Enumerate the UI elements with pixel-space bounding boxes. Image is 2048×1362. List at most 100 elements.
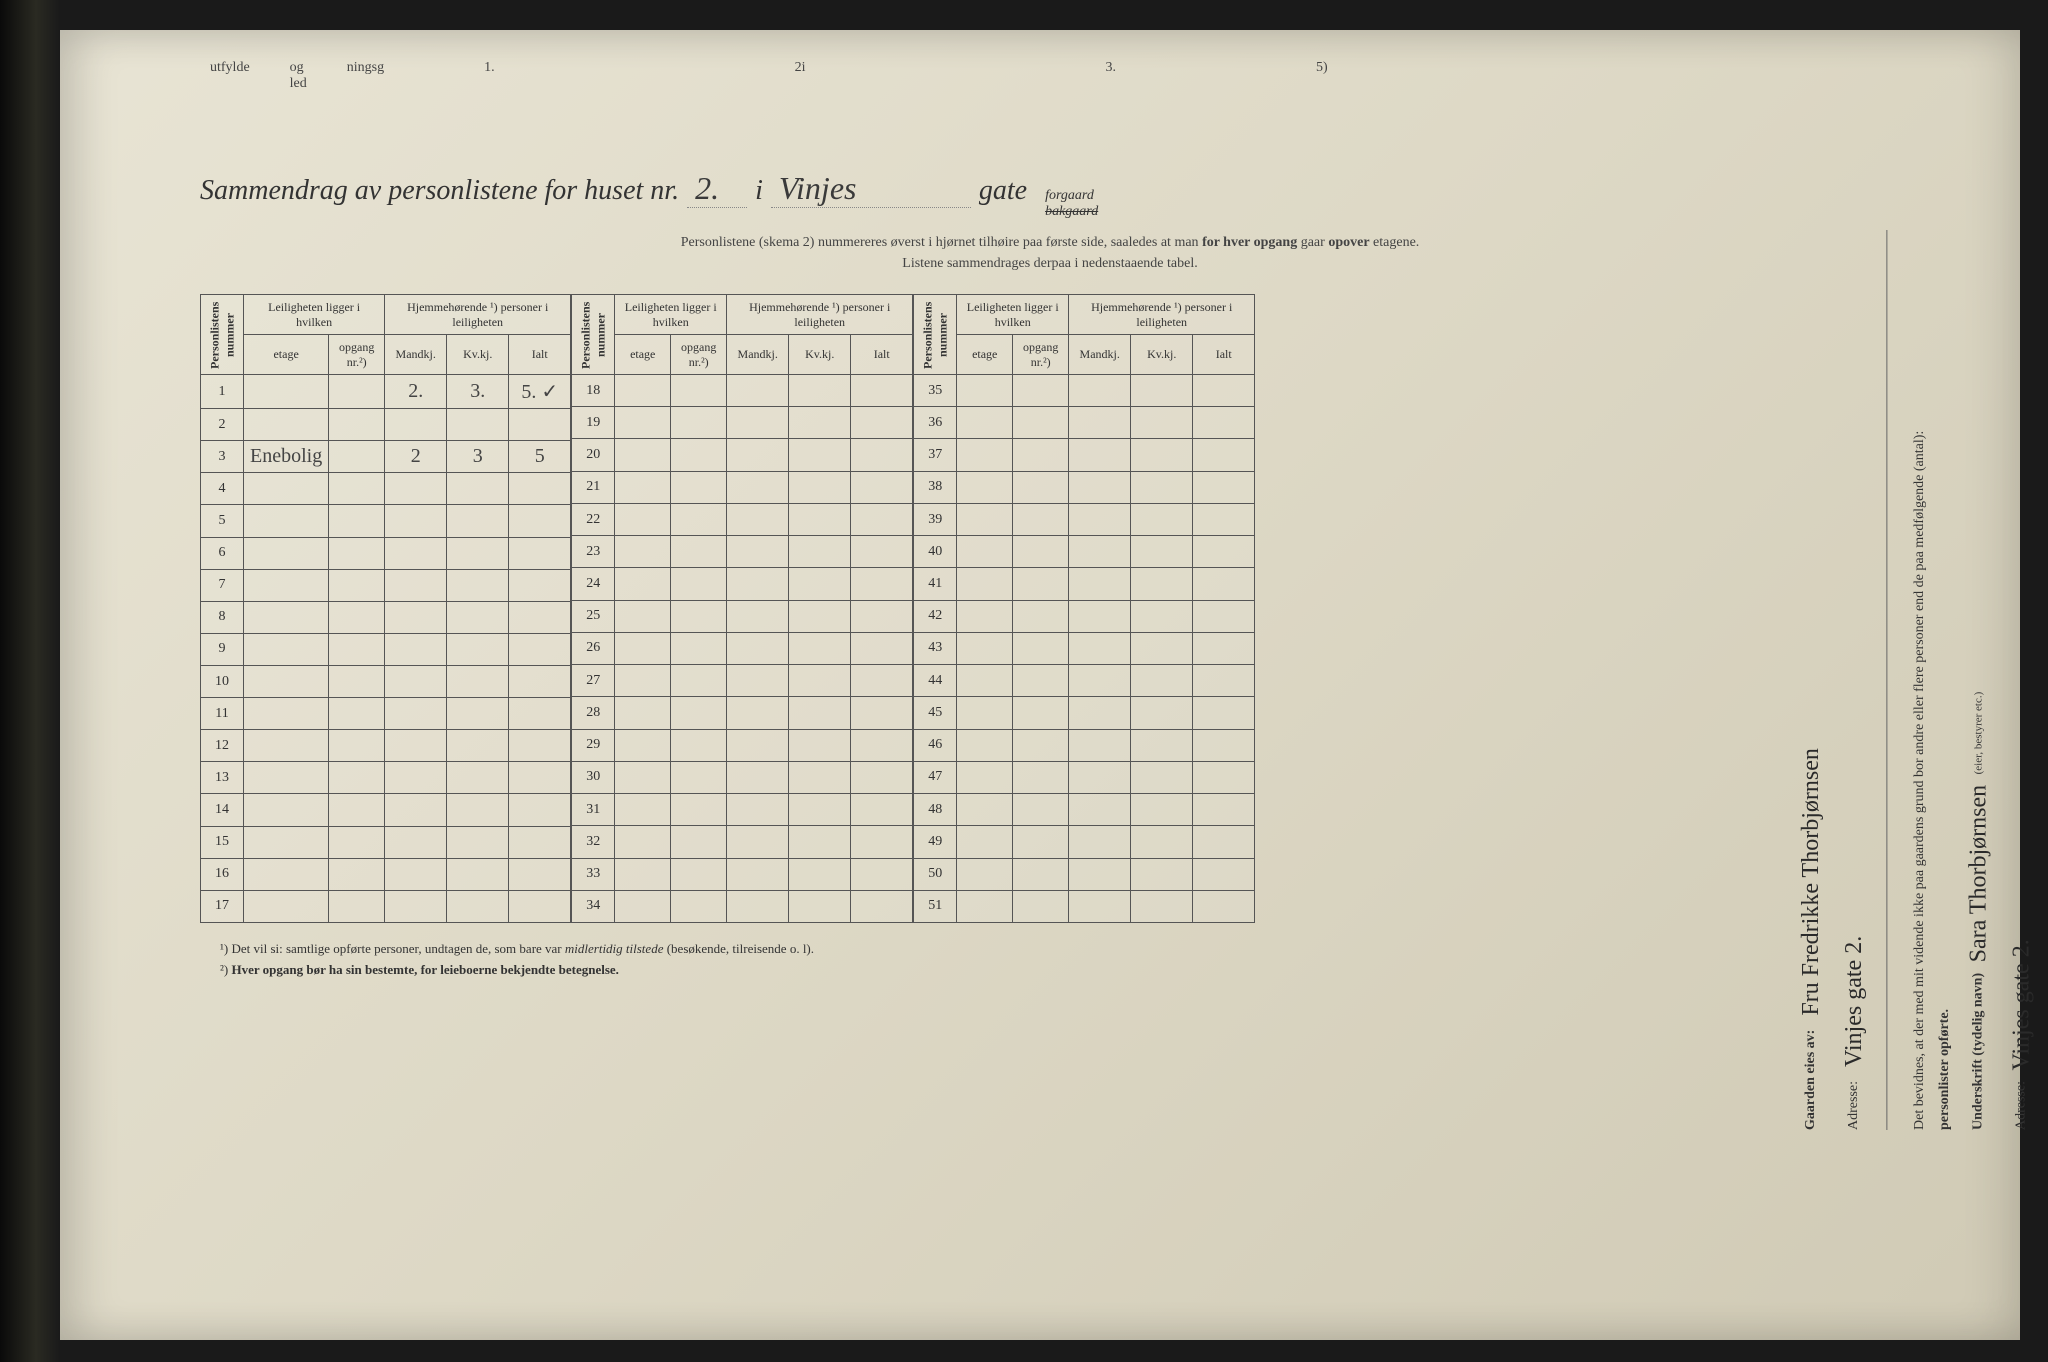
footnotes: ¹) Det vil si: samtlige opførte personer… <box>220 939 1960 981</box>
table-row: 39 <box>914 503 1255 535</box>
table-cell <box>385 601 447 633</box>
table-row: 18 <box>572 375 913 407</box>
table-cell <box>615 600 671 632</box>
table-cell <box>1013 375 1069 407</box>
table-cell <box>789 407 851 439</box>
table-cell <box>789 568 851 600</box>
table-cell <box>244 375 329 409</box>
adresse2-label: Adresse: <box>2014 1081 2029 1130</box>
table-cell <box>1069 471 1131 503</box>
col-etage: etage <box>615 335 671 375</box>
table-cell: 2 <box>201 409 244 441</box>
personlister-text: personlister opførte. <box>1938 1009 1953 1130</box>
table-cell <box>789 632 851 664</box>
table-cell <box>789 503 851 535</box>
table-row: 5 <box>201 505 571 537</box>
table-block-2: Personlistens nummer Leiligheten ligger … <box>571 294 913 923</box>
table-cell <box>851 858 913 890</box>
table-cell: 4 <box>201 473 244 505</box>
table-cell: 2. <box>385 375 447 409</box>
table-block-1: Personlistens nummer Leiligheten ligger … <box>200 294 571 923</box>
forgaard: forgaard <box>1045 188 1098 204</box>
underskrift-label: Underskrift (tydelig navn) <box>1971 973 1986 1130</box>
col-etage: etage <box>957 335 1013 375</box>
table-cell: 3 <box>447 441 509 473</box>
table-cell <box>1013 794 1069 826</box>
table-cell <box>329 698 385 730</box>
signature: Sara Thorbjørnsen <box>1966 785 1992 963</box>
attestation-block: Det bevidnes, at der med mit vidende ikk… <box>1907 230 2048 1130</box>
table-cell <box>1193 826 1255 858</box>
table-cell: 44 <box>914 665 957 697</box>
summary-table: Personlistens nummer Leiligheten ligger … <box>200 294 1960 921</box>
forgaard-bakgaard: forgaard bakgaard <box>1045 188 1098 220</box>
table-cell <box>1069 794 1131 826</box>
col-opgang: opgang nr.²) <box>671 335 727 375</box>
table-cell: 23 <box>572 536 615 568</box>
table-cell <box>385 762 447 794</box>
table-row: 51 <box>914 890 1255 922</box>
table-cell <box>1013 632 1069 664</box>
table-cell <box>244 633 329 665</box>
table-cell <box>1193 407 1255 439</box>
owner-name: Fru Fredrikke Thorbjørnsen <box>1798 748 1824 1016</box>
table-cell <box>671 697 727 729</box>
col-personlistens: Personlistens nummer <box>201 295 244 375</box>
table-row: 17 <box>201 890 571 922</box>
table-cell: 13 <box>201 762 244 794</box>
table-cell <box>1131 632 1193 664</box>
col-opgang: opgang nr.²) <box>1013 335 1069 375</box>
table-row: 46 <box>914 729 1255 761</box>
table-cell <box>385 858 447 890</box>
table-cell: 45 <box>914 697 957 729</box>
table-cell <box>385 698 447 730</box>
table-cell <box>447 698 509 730</box>
table-row: 35 <box>914 375 1255 407</box>
table-cell: 26 <box>572 632 615 664</box>
table-row: 11 <box>201 698 571 730</box>
table-row: 42 <box>914 600 1255 632</box>
table-cell <box>329 505 385 537</box>
table-cell <box>329 569 385 601</box>
table-cell <box>1069 826 1131 858</box>
col-etage: etage <box>244 335 329 375</box>
table-cell <box>329 409 385 441</box>
margin-frag: utfylde <box>210 60 250 92</box>
table-cell <box>789 697 851 729</box>
table-cell <box>447 537 509 569</box>
table-cell: 38 <box>914 471 957 503</box>
table-cell <box>329 473 385 505</box>
table-cell: 37 <box>914 439 957 471</box>
table-cell <box>447 505 509 537</box>
col-hjemme: Hjemmehørende ¹) personer i leiligheten <box>1069 295 1255 335</box>
table-cell <box>1069 858 1131 890</box>
col-leiligheten: Leiligheten ligger i hvilken <box>957 295 1069 335</box>
table-cell <box>789 665 851 697</box>
table-cell <box>509 409 571 441</box>
table-cell: 30 <box>572 761 615 793</box>
table-cell <box>509 665 571 697</box>
table-cell <box>1069 665 1131 697</box>
table-cell: 29 <box>572 729 615 761</box>
table-row: 14 <box>201 794 571 826</box>
table-cell <box>244 601 329 633</box>
table-cell <box>447 762 509 794</box>
table-cell <box>615 568 671 600</box>
table-row: 2 <box>201 409 571 441</box>
table-cell: 12 <box>201 730 244 762</box>
table-cell: 3 <box>201 441 244 473</box>
table-cell <box>727 632 789 664</box>
table-cell <box>1193 632 1255 664</box>
table-cell <box>957 665 1013 697</box>
table-row: 32 <box>572 826 913 858</box>
table-cell <box>244 409 329 441</box>
table-cell <box>615 697 671 729</box>
table-row: 19 <box>572 407 913 439</box>
table-row: 33 <box>572 858 913 890</box>
table-cell <box>1013 600 1069 632</box>
table-cell <box>385 473 447 505</box>
table-row: 41 <box>914 568 1255 600</box>
table-cell <box>447 601 509 633</box>
table-cell <box>727 665 789 697</box>
table-row: 12.3.5. ✓ <box>201 375 571 409</box>
